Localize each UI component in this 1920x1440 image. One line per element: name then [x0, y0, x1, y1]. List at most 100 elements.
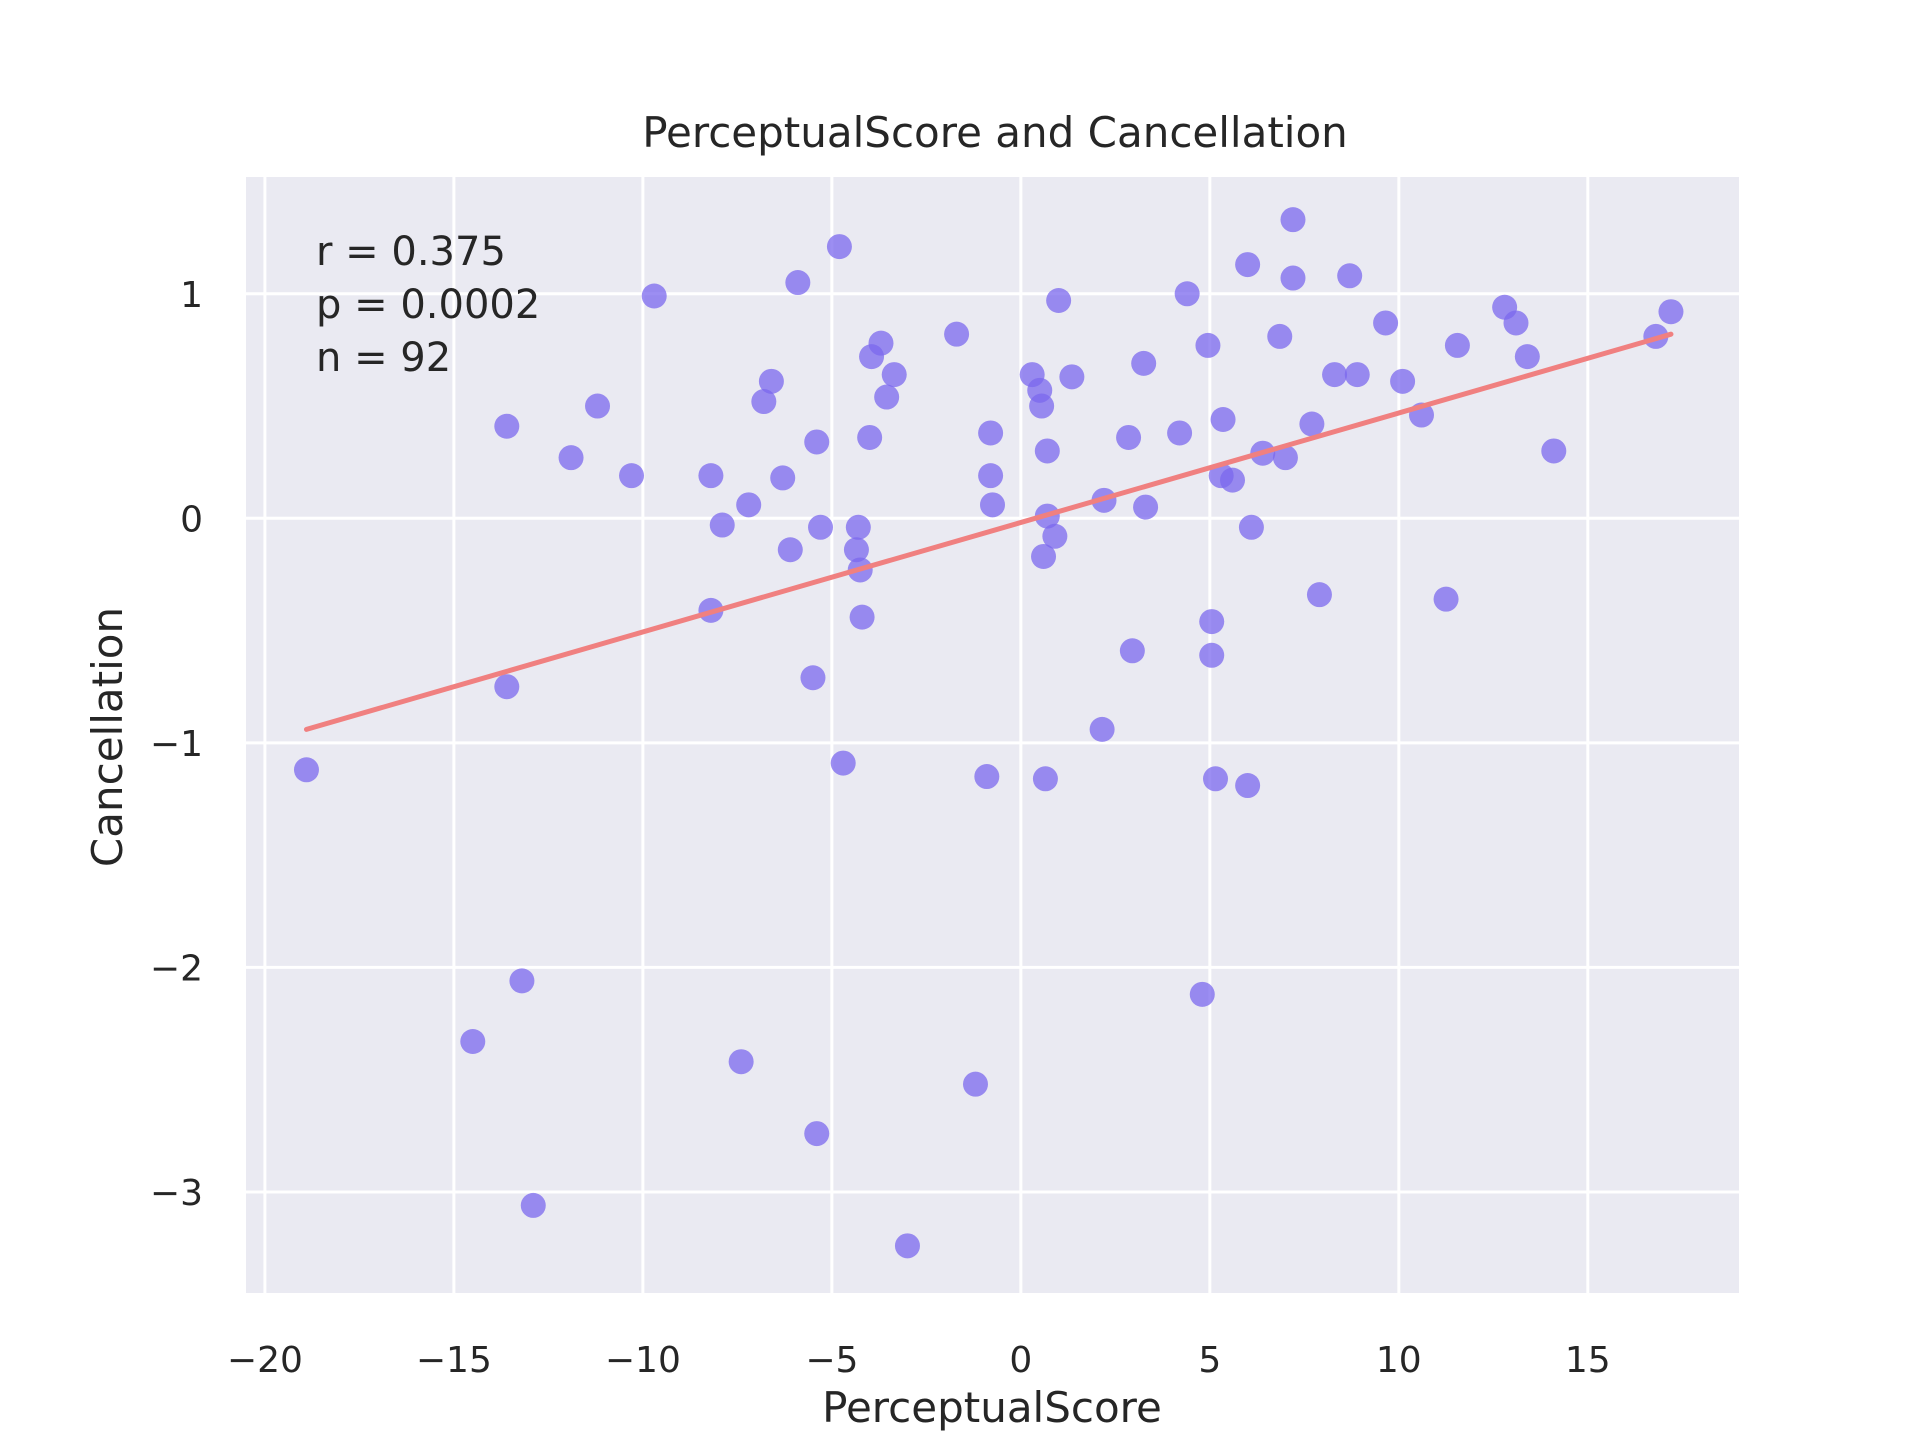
data-point	[830, 750, 856, 776]
data-point	[1116, 424, 1142, 450]
data-point	[1344, 362, 1370, 388]
data-point	[804, 1121, 830, 1147]
data-point	[1373, 310, 1399, 336]
data-point	[1337, 263, 1363, 289]
data-point	[585, 393, 611, 419]
data-point	[962, 1071, 988, 1097]
data-point	[1031, 543, 1057, 569]
data-point	[1210, 407, 1236, 433]
data-point	[1503, 310, 1529, 336]
x-tick-label: 10	[1376, 1340, 1422, 1381]
data-point	[1390, 368, 1416, 394]
data-point	[1034, 438, 1060, 464]
data-point	[1131, 350, 1157, 376]
data-point	[1220, 467, 1246, 493]
y-tick-label: −2	[150, 948, 203, 989]
data-point	[1032, 766, 1058, 792]
data-point	[1195, 332, 1221, 358]
data-point	[494, 674, 520, 700]
data-point	[1322, 362, 1348, 388]
y-tick-label: −3	[150, 1173, 203, 1214]
data-point	[881, 362, 907, 388]
data-point	[709, 512, 735, 538]
annotation-p: p = 0.0002	[316, 282, 540, 328]
x-tick-label: −10	[605, 1340, 681, 1381]
data-point	[944, 321, 970, 347]
data-point	[1267, 323, 1293, 349]
data-point	[1514, 344, 1540, 370]
chart-title: PerceptualScore and Cancellation	[642, 108, 1348, 157]
data-point	[978, 463, 1004, 489]
data-point	[494, 413, 520, 439]
data-point	[980, 492, 1005, 518]
data-point	[826, 234, 852, 260]
data-point	[293, 757, 319, 783]
annotation-r: r = 0.375	[316, 229, 506, 275]
data-point	[777, 537, 803, 563]
data-point	[849, 604, 875, 630]
data-point	[751, 389, 777, 415]
data-point	[520, 1192, 546, 1218]
data-point	[641, 283, 667, 309]
data-point	[843, 537, 869, 563]
data-point	[845, 514, 871, 540]
regression-line-group	[303, 331, 1674, 732]
plot-area	[246, 177, 1739, 1293]
data-point	[1235, 773, 1261, 799]
data-point	[1280, 207, 1306, 233]
y-tick-labels: −3 −2 −1 0 1	[150, 275, 203, 1214]
data-point	[1433, 586, 1459, 612]
x-tick-label: 0	[1009, 1340, 1032, 1381]
data-point	[770, 465, 796, 491]
data-point	[1272, 445, 1298, 471]
data-point	[619, 463, 645, 489]
x-tick-label: 15	[1565, 1340, 1611, 1381]
data-point	[1280, 265, 1306, 291]
data-point	[1299, 411, 1325, 437]
data-point	[728, 1049, 754, 1075]
annotation-n: n = 92	[316, 335, 451, 381]
data-point	[698, 463, 724, 489]
data-point	[460, 1029, 486, 1055]
data-point	[1238, 514, 1264, 540]
data-point	[808, 514, 834, 540]
data-point	[1046, 288, 1072, 314]
data-point	[868, 330, 894, 356]
data-point	[1042, 523, 1068, 549]
regression-line	[303, 331, 1674, 732]
x-axis-label: PerceptualScore	[822, 1383, 1162, 1432]
data-point	[1059, 364, 1085, 390]
x-tick-label: −15	[416, 1340, 492, 1381]
data-point	[978, 420, 1004, 446]
data-point	[1658, 299, 1684, 325]
x-tick-label: −20	[227, 1340, 303, 1381]
data-point	[758, 368, 784, 394]
data-point	[736, 492, 762, 518]
data-point	[1029, 393, 1055, 419]
data-points	[293, 207, 1684, 1259]
data-point	[1306, 582, 1332, 608]
grid-lines	[246, 177, 1739, 1293]
data-point	[1541, 438, 1567, 464]
data-point	[857, 424, 883, 450]
data-point	[1119, 638, 1145, 664]
data-point	[874, 384, 900, 410]
data-point	[1235, 252, 1261, 278]
data-point	[785, 270, 811, 296]
data-point	[1167, 420, 1193, 446]
data-point	[974, 764, 1000, 790]
data-point	[1203, 766, 1229, 792]
y-axis-label: Cancellation	[83, 607, 132, 867]
y-tick-label: −1	[150, 724, 203, 765]
data-point	[800, 665, 826, 691]
data-point	[804, 429, 830, 455]
data-point	[1199, 642, 1225, 668]
data-point	[1174, 281, 1200, 307]
data-point	[1189, 981, 1215, 1007]
stats-annotation: r = 0.375 p = 0.0002 n = 92	[316, 229, 540, 381]
x-tick-label: 5	[1198, 1340, 1221, 1381]
y-tick-label: 1	[180, 275, 203, 316]
data-point	[1199, 609, 1225, 635]
data-point	[894, 1233, 920, 1259]
